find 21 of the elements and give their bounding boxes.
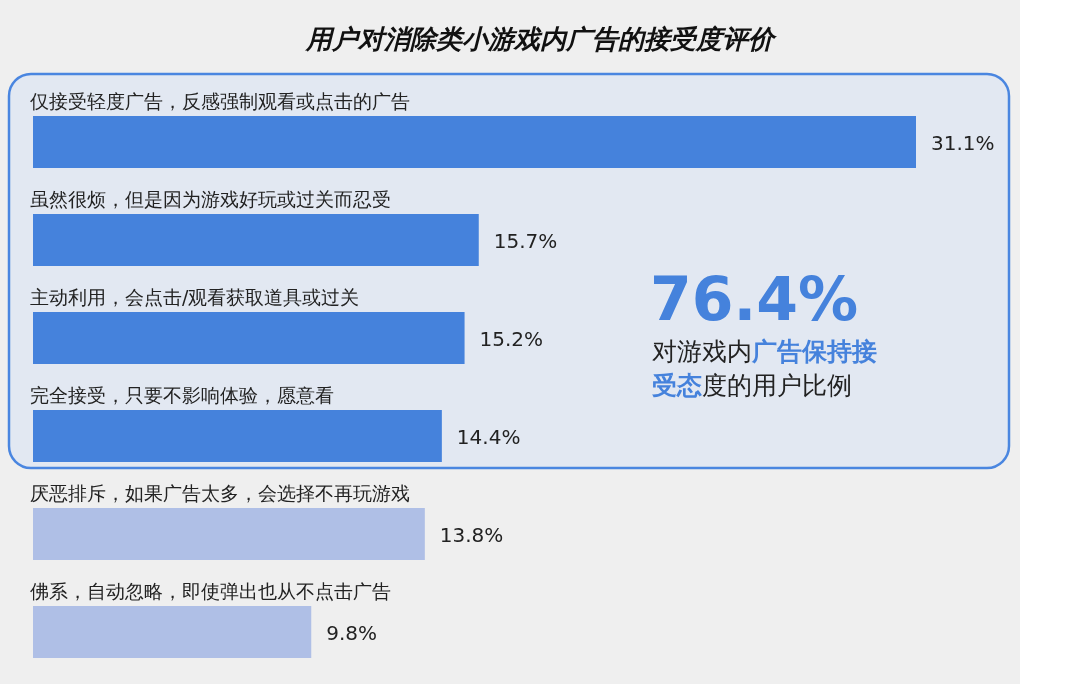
data-label: 15.2% xyxy=(479,327,544,351)
chart-title: 用户对消除类小游戏内广告的接受度评价 xyxy=(304,24,778,54)
annotation: 76.4% xyxy=(650,264,859,334)
bar xyxy=(33,508,425,560)
bar xyxy=(33,606,312,658)
bar xyxy=(33,116,916,168)
data-label: 31.1% xyxy=(931,131,995,155)
y-tick-label: 虽然很烦，但是因为游戏好玩或过关而忍受 xyxy=(30,188,391,210)
bar xyxy=(33,214,479,266)
bar xyxy=(33,410,442,462)
y-tick-label: 仅接受轻度广告，反感强制观看或点击的广告 xyxy=(30,90,410,112)
bar xyxy=(33,312,465,364)
y-tick-label: 完全接受，只要不影响体验，愿意看 xyxy=(30,384,334,406)
data-label: 13.8% xyxy=(439,523,504,547)
data-label: 14.4% xyxy=(456,425,521,449)
y-tick-label: 主动利用，会点击/观看获取道具或过关 xyxy=(30,286,360,308)
data-label: 15.7% xyxy=(493,229,558,253)
data-label: 9.8% xyxy=(326,621,378,645)
text: 对游戏内广告保持接受态度的用户比例 xyxy=(652,337,877,400)
y-tick-label: 佛系，自动忽略，即使弹出也从不点击广告 xyxy=(30,580,391,602)
y-tick-label: 厌恶排斥，如果广告太多，会选择不再玩游戏 xyxy=(30,482,410,504)
